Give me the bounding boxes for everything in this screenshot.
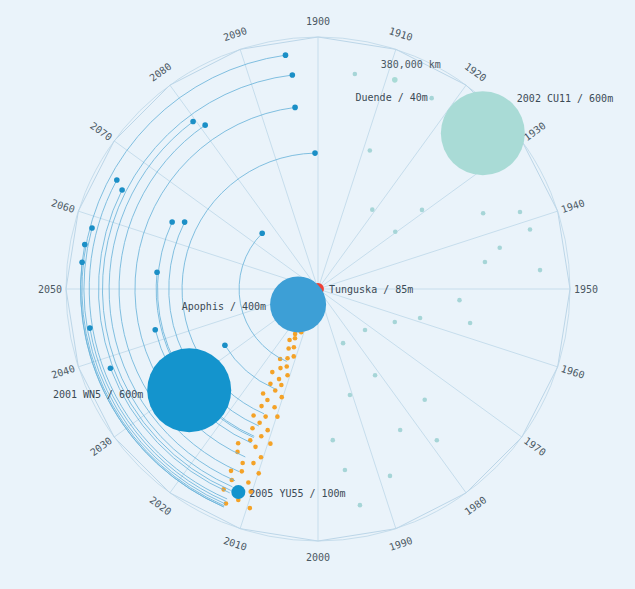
svg-text:2080: 2080 [147,61,173,84]
svg-text:1940: 1940 [560,197,586,215]
svg-text:1910: 1910 [388,25,414,43]
svg-text:2001 WN5 / 600m: 2001 WN5 / 600m [53,389,143,400]
svg-text:2090: 2090 [222,25,248,43]
svg-text:1970: 1970 [522,435,548,458]
svg-text:Tunguska / 85m: Tunguska / 85m [329,284,413,295]
svg-text:380,000 km: 380,000 km [381,59,441,70]
svg-text:2000: 2000 [306,552,330,563]
svg-text:Apophis / 400m: Apophis / 400m [182,301,266,312]
svg-text:2002 CU11 / 600m: 2002 CU11 / 600m [517,93,613,104]
svg-text:2010: 2010 [222,535,248,553]
svg-text:2020: 2020 [147,494,173,517]
svg-text:2040: 2040 [50,363,76,381]
svg-text:2060: 2060 [50,197,76,215]
svg-text:1930: 1930 [522,120,548,143]
svg-text:1980: 1980 [463,494,489,517]
svg-text:1950: 1950 [574,284,598,295]
svg-text:1960: 1960 [560,363,586,381]
svg-text:Duende / 40m: Duende / 40m [356,92,428,103]
svg-text:2005 YU55 / 100m: 2005 YU55 / 100m [249,488,345,499]
svg-text:1900: 1900 [306,16,330,27]
svg-text:1920: 1920 [463,61,489,84]
svg-text:2070: 2070 [88,120,114,143]
svg-text:1990: 1990 [388,535,414,553]
svg-text:2030: 2030 [88,435,114,458]
svg-text:2050: 2050 [38,284,62,295]
